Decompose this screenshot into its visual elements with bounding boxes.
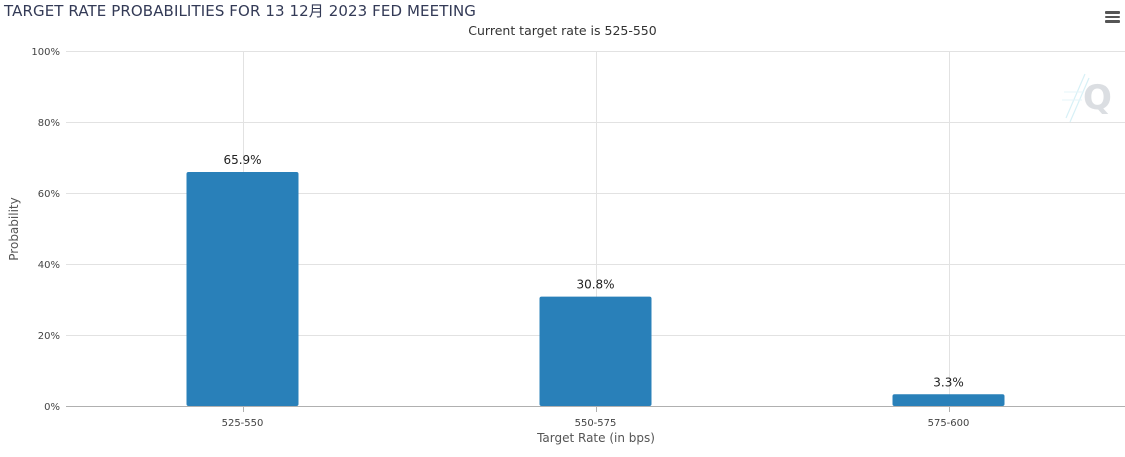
- chart-subtitle: Current target rate is 525-550: [468, 23, 657, 38]
- axes: 0% 20% 40% 60% 80% 100% 525-550 550-575 575-600: [31, 47, 1125, 429]
- menu-line: [1104, 20, 1120, 23]
- data-label: 65.9%: [223, 153, 261, 167]
- y-tick-label: 40%: [38, 260, 60, 271]
- y-tick-label: 20%: [38, 331, 60, 342]
- y-tick-label: 0%: [44, 402, 60, 413]
- y-tick-label: 100%: [31, 47, 60, 58]
- q-watermark-logo: Q: [1062, 73, 1112, 123]
- y-tick-label: 80%: [38, 118, 60, 129]
- data-labels: 65.9% 30.8% 3.3%: [223, 153, 963, 389]
- y-tick-label: 60%: [38, 189, 60, 200]
- x-tick-label: 575-600: [928, 418, 970, 429]
- menu-line: [1104, 11, 1120, 14]
- menu-line: [1104, 15, 1120, 18]
- x-tick-label: 525-550: [222, 418, 264, 429]
- chart-title: TARGET RATE PROBABILITIES FOR 13 12月 202…: [4, 2, 477, 20]
- bars: [186, 172, 1005, 406]
- bar-525-550: [186, 172, 299, 406]
- bar-575-600: [892, 394, 1005, 406]
- svg-text:Q: Q: [1083, 78, 1112, 118]
- x-tick-label: 550-575: [575, 418, 617, 429]
- hamburger-menu-icon[interactable]: [1100, 9, 1124, 27]
- data-label: 30.8%: [576, 278, 614, 292]
- x-axis-title: Target Rate (in bps): [536, 431, 655, 445]
- bar-550-575: [539, 296, 652, 406]
- data-label: 3.3%: [933, 375, 964, 389]
- y-axis-title: Probability: [7, 197, 21, 260]
